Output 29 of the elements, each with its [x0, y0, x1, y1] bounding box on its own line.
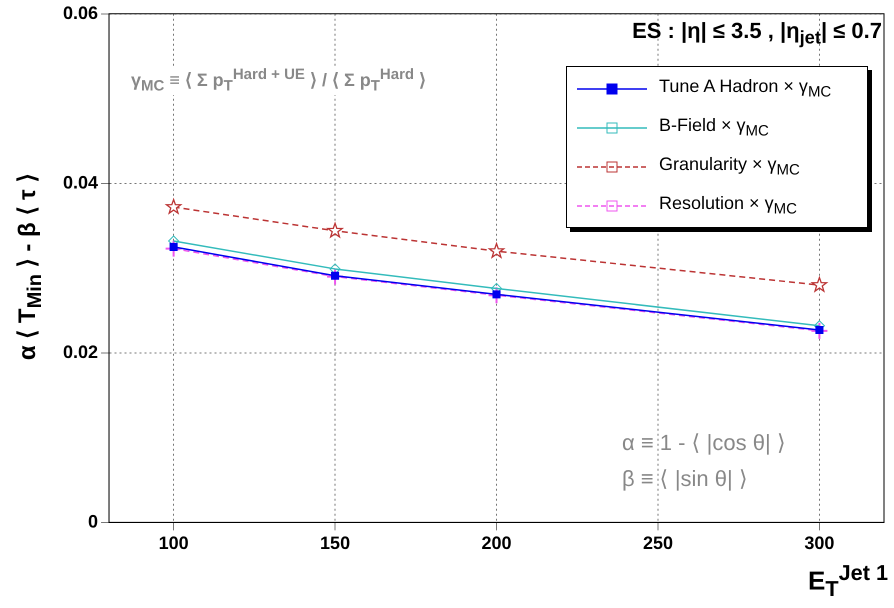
point [488, 286, 506, 304]
point [810, 322, 828, 340]
annotation: β ≡ ⟨ |sin θ| ⟩ [622, 466, 748, 492]
legend-label: B-Field × γ$_{MC}$ [659, 115, 769, 140]
x-tick-label: 250 [642, 533, 673, 554]
y-tick-label: 0.04 [62, 172, 98, 192]
x-tick-label: 300 [804, 533, 834, 554]
x-tick-label: 150 [320, 533, 350, 554]
point [326, 268, 344, 286]
y-tick-label: 0.06 [62, 2, 98, 23]
point [327, 222, 343, 238]
legend-label: Resolution × γ$_{MC}$ [659, 193, 797, 218]
point [331, 272, 340, 280]
x-tick-label: 100 [158, 533, 189, 554]
point [170, 242, 178, 251]
annotation: ES : |η| ≤ 3.5 , |η$_{jet}$| ≤ 0.7 [632, 18, 882, 48]
x-tick-label: 200 [481, 533, 512, 554]
point [488, 242, 504, 258]
point [164, 240, 183, 258]
legend-label: Tune A Hadron × γ$_{MC}$ [659, 76, 832, 101]
text: γ$_{MC}$ ≡ ⟨ Σ p$_{T}$$^{Hard + UE}$ ⟩ / ⟨ Σ p$_{T}$$^{Hard}$ ⟩ [131, 66, 426, 95]
point [815, 326, 824, 334]
legend-label: Granularity × γ$_{MC}$ [659, 154, 800, 179]
point [812, 276, 828, 292]
y-tick-label: 0 [88, 511, 98, 532]
y-tick-label: 0.02 [62, 342, 98, 362]
annotation: α ≡ 1 - ⟨ |cos θ| ⟩ [622, 430, 786, 456]
point [492, 290, 501, 298]
point [166, 198, 182, 214]
